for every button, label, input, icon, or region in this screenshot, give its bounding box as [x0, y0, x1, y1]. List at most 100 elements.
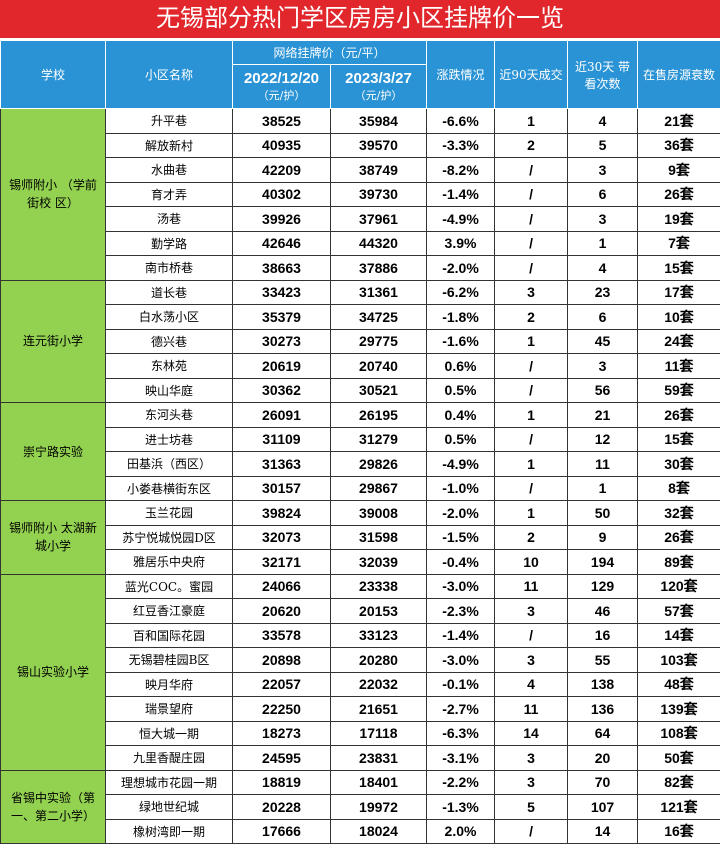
community-name: 进士坊巷: [105, 426, 233, 452]
on-sale: 19套: [637, 206, 720, 232]
deals-90d: /: [494, 622, 569, 648]
price-2023: 35984: [329, 108, 428, 134]
on-sale: 15套: [637, 255, 720, 281]
on-sale: 59套: [637, 377, 720, 403]
change: -3.3%: [426, 132, 496, 158]
table-header: 学校 小区名称 网络挂牌价（元/平） 涨跌情况 近90天成交 近30天 带看次数…: [0, 40, 720, 109]
unit: （元/护）: [257, 89, 306, 102]
price-2023: 39570: [329, 132, 428, 158]
header-cell: 在售房源衰数: [637, 40, 720, 109]
deals-90d: /: [494, 353, 569, 379]
community-name: 南市桥巷: [105, 255, 233, 281]
price-2023: 18024: [329, 818, 428, 844]
on-sale: 121套: [637, 794, 720, 820]
price-2023: 39730: [329, 181, 428, 207]
deals-90d: 4: [494, 671, 569, 697]
views-30d: 9: [567, 524, 639, 550]
table-row: 锡师附小 （学前街校 区） 升平巷 38525 35984 -6.6% 1 4 21套: [0, 108, 720, 281]
community-name: 雅居乐中央府: [105, 549, 233, 575]
on-sale: 30套: [637, 451, 720, 477]
on-sale: 108套: [637, 720, 720, 746]
table-row: 瑞景望府 22250 21651 -2.7% 11 136 139套: [1, 696, 720, 722]
community-name: 田基浜（西区）: [105, 451, 233, 477]
community-name: 育才弄: [105, 181, 233, 207]
price-2023: 32039: [329, 549, 428, 575]
on-sale: 14套: [637, 622, 720, 648]
table-row: 小娄巷横街东区 30157 29867 -1.0%/1 8套: [1, 475, 720, 501]
change: 0.5%: [426, 377, 496, 403]
deals-90d: 5: [494, 794, 569, 820]
views-30d: 16: [567, 622, 639, 648]
price-2023: 29775: [329, 328, 428, 354]
change: -6.2%: [426, 279, 496, 305]
change: -2.0%: [426, 255, 496, 281]
change: -2.7%: [426, 696, 496, 722]
views-30d: 21: [567, 402, 639, 428]
on-sale: 26套: [637, 402, 720, 428]
on-sale: 103套: [637, 647, 720, 673]
on-sale: 9套: [637, 157, 720, 183]
on-sale: 21套: [637, 108, 720, 134]
header-cell: 网络挂牌价（元/平）: [231, 40, 428, 65]
deals-90d: 14: [494, 720, 569, 746]
views-30d: 6: [567, 304, 639, 330]
school: 锡山实验小学: [0, 573, 106, 771]
community-name: 道长巷: [105, 279, 233, 305]
community-name: 德兴巷: [105, 328, 233, 354]
community-name: 无锡碧桂园B区: [105, 647, 233, 673]
on-sale: 24套: [637, 328, 720, 354]
deals-90d: 3: [494, 745, 569, 771]
table-row: 进士坊巷 31109 31279 0.5%/12 15套: [1, 426, 720, 452]
header-cell: 近90天成交: [494, 40, 569, 109]
views-30d: 3: [567, 353, 639, 379]
views-30d: 129: [567, 573, 639, 599]
price-2022: 39926: [232, 206, 331, 232]
price-2023: 22032: [329, 671, 428, 697]
deals-90d: 3: [494, 598, 569, 624]
price-2023: 39008: [329, 500, 428, 526]
price-2022: 38663: [232, 255, 331, 281]
deals-90d: 3: [494, 769, 569, 795]
change: -4.9%: [426, 451, 496, 477]
on-sale: 8套: [637, 475, 720, 501]
change: -3.1%: [426, 745, 496, 771]
change: -1.6%: [426, 328, 496, 354]
price-2022: 20620: [232, 598, 331, 624]
price-2023: 26195: [329, 402, 428, 428]
table-row: 田基浜（西区） 31363 29826 -4.9% 1 11 30套: [1, 451, 720, 477]
community-name: 瑞景望府: [105, 696, 233, 722]
community-name: 恒大城一期: [105, 720, 233, 746]
price-2022: 35379: [232, 304, 331, 330]
views-30d: 3: [567, 157, 639, 183]
table-row: 崇宁路实验 东河头巷 26091 26195 0.4% 1 21 26套: [0, 402, 720, 501]
community-name: 映山华庭: [105, 377, 233, 403]
price-2022: 33578: [232, 622, 331, 648]
community-name: 升平巷: [105, 108, 233, 134]
change: -1.0%: [426, 475, 496, 501]
header-cell: 小区名称: [105, 40, 233, 109]
price-2023: 33123: [329, 622, 428, 648]
price-2022: 30362: [232, 377, 331, 403]
views-30d: 1: [567, 230, 639, 256]
school: 锡师附小 太湖新城小学: [0, 500, 106, 575]
deals-90d: 2: [494, 132, 569, 158]
deals-90d: /: [494, 181, 569, 207]
community-name: 映月华府: [105, 671, 233, 697]
change: -4.9%: [426, 206, 496, 232]
price-2023: 37886: [329, 255, 428, 281]
deals-90d: 3: [494, 279, 569, 305]
date: 2022/12/20: [243, 70, 320, 87]
community-name: 九里香醍庄园: [105, 745, 233, 771]
deals-90d: 2: [494, 524, 569, 550]
views-30d: 70: [567, 769, 639, 795]
deals-90d: 3: [494, 647, 569, 673]
table-row: 南市桥巷 38663 37886 -2.0%/4 15套: [1, 255, 720, 281]
deals-90d: /: [494, 426, 569, 452]
deals-90d: /: [494, 157, 569, 183]
community-name: 水曲巷: [105, 157, 233, 183]
table-row: 德兴巷 30273 29775 -1.6% 1 45 24套: [1, 328, 720, 354]
table-row: 连元街小学 道长巷 33423 31361 -6.2% 3 23 17套: [0, 279, 720, 403]
table-row: 东林苑 20619 20740 0.6%/3 11套: [1, 353, 720, 379]
community-name: 红豆香江豪庭: [105, 598, 233, 624]
price-2023: 29867: [329, 475, 428, 501]
